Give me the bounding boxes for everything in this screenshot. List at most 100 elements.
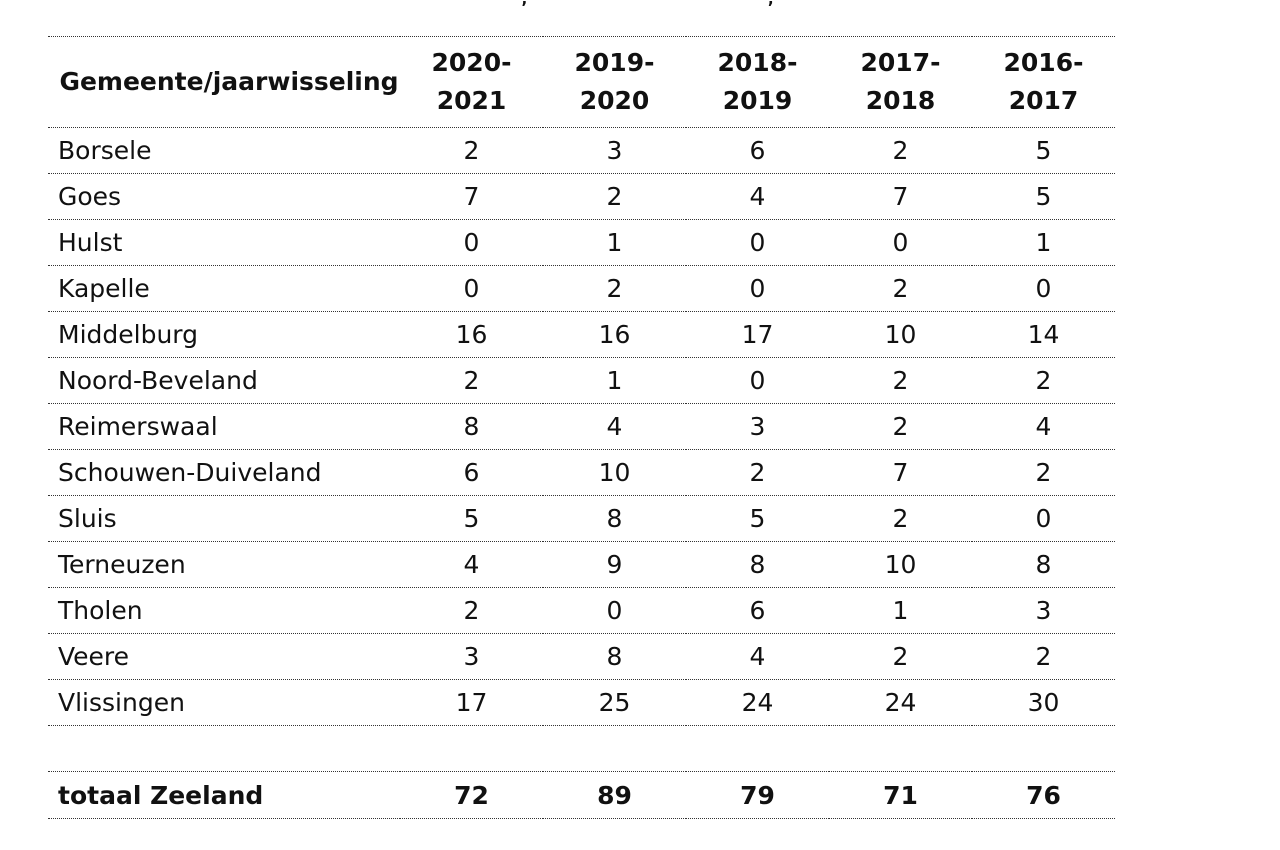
count-cell: 1 [543,357,686,404]
table-row: Kapelle 0 2 0 2 0 [48,265,1115,312]
table-row: Terneuzen 4 9 8 10 8 [48,541,1115,588]
table-row: Sluis 5 8 5 2 0 [48,495,1115,542]
municipality-name: Veere [48,633,400,680]
count-cell: 72 [400,771,543,819]
count-cell: 6 [400,449,543,496]
count-cell: 16 [400,311,543,358]
count-cell: 1 [972,219,1115,266]
municipality-name: Borsele [48,127,400,174]
table-header-row: Gemeente/jaarwisseling 2020- 2021 2019- 20… [48,36,1115,128]
count-cell: 5 [972,127,1115,174]
count-cell: 8 [543,633,686,680]
table-row: Vlissingen 17 25 24 24 30 [48,679,1115,726]
count-cell: 25 [543,679,686,726]
count-cell: 2 [829,633,972,680]
count-cell: 6 [686,587,829,634]
count-cell: 8 [972,541,1115,588]
spacer-row [48,725,1115,772]
table-row: Schouwen-Duiveland 6 10 2 7 2 [48,449,1115,496]
count-cell: 10 [829,311,972,358]
cropped-title-glyphs: ‚ ‚ [520,0,774,6]
table-row: Reimerswaal 8 4 3 2 4 [48,403,1115,450]
count-cell: 8 [686,541,829,588]
count-cell: 6 [686,127,829,174]
municipality-name: Vlissingen [48,679,400,726]
count-cell: 2 [829,127,972,174]
count-cell: 0 [972,265,1115,312]
table-row: Hulst 0 1 0 0 1 [48,219,1115,266]
empty-cell [972,725,1115,772]
count-cell: 79 [686,771,829,819]
count-cell: 24 [829,679,972,726]
count-cell: 5 [972,173,1115,220]
count-cell: 0 [972,495,1115,542]
header-municipality: Gemeente/jaarwisseling [48,36,400,128]
table-row: Borsele 2 3 6 2 5 [48,127,1115,174]
count-cell: 2 [400,127,543,174]
municipality-name: Goes [48,173,400,220]
count-cell: 2 [829,403,972,450]
count-cell: 5 [686,495,829,542]
municipality-name: Kapelle [48,265,400,312]
count-cell: 4 [686,173,829,220]
count-cell: 71 [829,771,972,819]
municipality-name: totaal Zeeland [48,771,400,819]
table-body: Borsele 2 3 6 2 5 Goes 7 2 4 7 5 Hulst 0 1 0 0 1 Kapelle 0 2… [48,127,1115,819]
count-cell: 16 [543,311,686,358]
count-cell: 0 [400,219,543,266]
count-cell: 0 [686,219,829,266]
count-cell: 1 [543,219,686,266]
header-year-2: 2018- 2019 [686,36,829,128]
count-cell: 0 [543,587,686,634]
count-cell: 76 [972,771,1115,819]
count-cell: 2 [829,495,972,542]
table-row: Tholen 2 0 6 1 3 [48,587,1115,634]
municipality-name: Schouwen-Duiveland [48,449,400,496]
cropped-title-fragment: ‚ ‚ [0,0,1280,6]
empty-cell [48,725,400,772]
count-cell: 7 [400,173,543,220]
count-cell: 0 [686,265,829,312]
count-cell: 7 [829,173,972,220]
count-cell: 24 [686,679,829,726]
municipality-name: Noord-Beveland [48,357,400,404]
count-cell: 3 [972,587,1115,634]
count-cell: 89 [543,771,686,819]
count-cell: 2 [400,357,543,404]
count-cell: 2 [543,173,686,220]
count-cell: 2 [972,357,1115,404]
municipality-name: Tholen [48,587,400,634]
count-cell: 2 [400,587,543,634]
municipality-name: Terneuzen [48,541,400,588]
count-cell: 10 [829,541,972,588]
header-year-4: 2016- 2017 [972,36,1115,128]
header-year-3: 2017- 2018 [829,36,972,128]
count-cell: 30 [972,679,1115,726]
empty-cell [686,725,829,772]
count-cell: 1 [829,587,972,634]
count-cell: 2 [686,449,829,496]
empty-cell [543,725,686,772]
empty-cell [829,725,972,772]
municipality-name: Middelburg [48,311,400,358]
count-cell: 4 [400,541,543,588]
count-cell: 8 [543,495,686,542]
count-cell: 3 [686,403,829,450]
count-cell: 4 [972,403,1115,450]
count-cell: 17 [686,311,829,358]
header-year-1: 2019- 2020 [543,36,686,128]
count-cell: 8 [400,403,543,450]
total-row: totaal Zeeland 72 89 79 71 76 [48,771,1115,819]
header-year-0: 2020- 2021 [400,36,543,128]
table-row: Noord-Beveland 2 1 0 2 2 [48,357,1115,404]
count-cell: 2 [972,449,1115,496]
empty-cell [400,725,543,772]
table-row: Veere 3 8 4 2 2 [48,633,1115,680]
count-cell: 3 [543,127,686,174]
municipality-name: Reimerswaal [48,403,400,450]
count-cell: 14 [972,311,1115,358]
table-row: Middelburg 16 16 17 10 14 [48,311,1115,358]
count-cell: 2 [972,633,1115,680]
count-cell: 9 [543,541,686,588]
count-cell: 5 [400,495,543,542]
